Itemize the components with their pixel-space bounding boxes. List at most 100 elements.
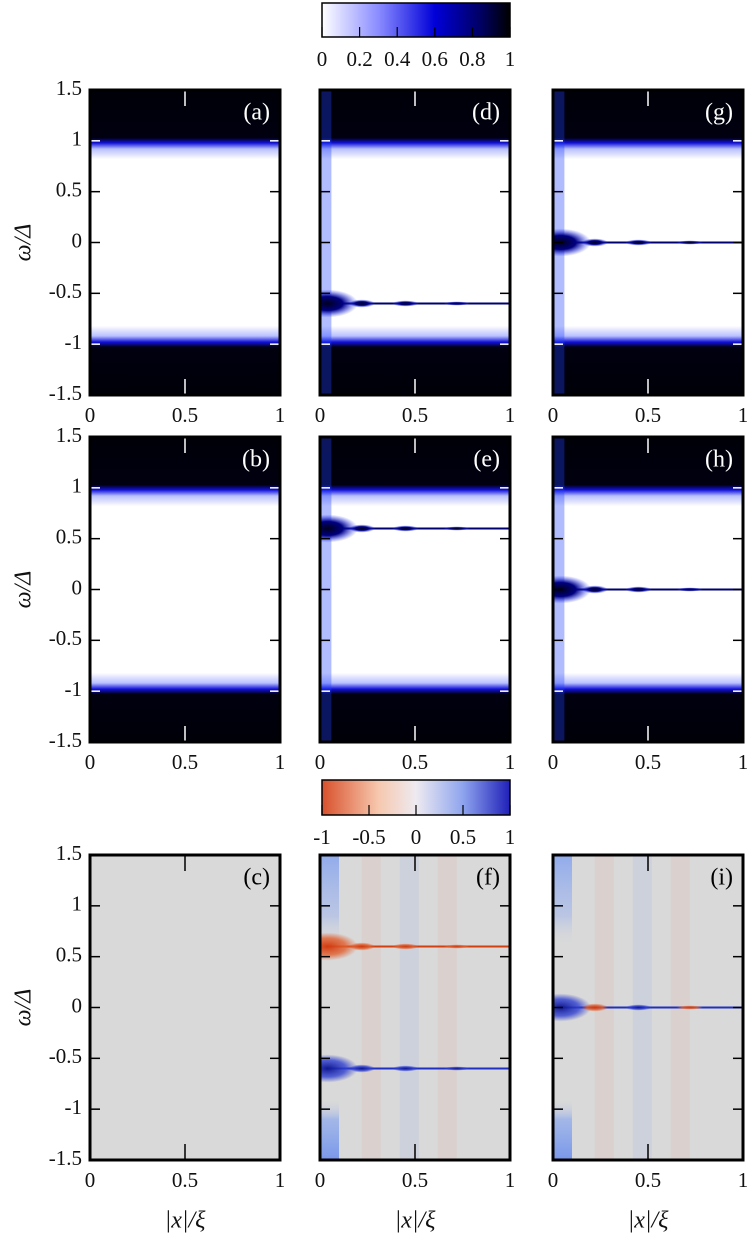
bound-state-lobe [392, 943, 419, 950]
colorbar-tick-label: -0.5 [352, 825, 385, 849]
density-background [320, 90, 510, 395]
y-tick-label: -1 [65, 330, 83, 354]
bound-state-lobe [625, 1004, 652, 1011]
x-tick-label: 0.5 [402, 403, 428, 427]
x-tick-label: 0 [315, 1168, 326, 1192]
bound-state-lobe [443, 944, 471, 949]
panel: -1.5 -1 -0.5 0 0.5 1 1.5 0 0.5 1 (b) ω/Δ [11, 423, 286, 774]
colorbar-tick-label: 0.5 [450, 825, 476, 849]
panel: -1.5 -1 -0.5 0 0.5 1 1.5 0 0.5 1 (c) ω/Δ |x|/ξ [11, 841, 286, 1234]
x-axis-label: |x|/ξ [165, 1208, 207, 1234]
panel-frame [551, 435, 745, 744]
panel-label: (d) [472, 100, 500, 126]
oscillation-stripe [361, 855, 381, 1160]
y-axis-label: ω/Δ [11, 989, 37, 1027]
bound-state-lobe [443, 301, 471, 306]
x-tick-label: 1 [275, 403, 286, 427]
y-axis-label: ω/Δ [11, 571, 37, 609]
y-tick-label: -1.5 [49, 1146, 82, 1170]
y-tick-label: -1.5 [49, 381, 82, 405]
y-tick-label: 0.5 [56, 524, 82, 548]
density-background [90, 437, 280, 742]
y-tick-label: 0 [72, 575, 83, 599]
panel-label: (e) [473, 447, 500, 473]
x-axis-label: |x|/ξ [628, 1208, 670, 1234]
colorbar-gradient [321, 2, 511, 38]
y-tick-label: -0.5 [49, 279, 82, 303]
y-tick-label: 0 [72, 993, 83, 1017]
x-tick-label: 0 [85, 403, 96, 427]
colorbar-tick-label: 1 [505, 47, 516, 71]
colorbar: -1 -0.5 0 0.5 1 [313, 779, 516, 849]
bound-state-lobe [581, 585, 609, 594]
panel: 0 0.5 1 (f) |x|/ξ [315, 853, 516, 1234]
panel: 0 0.5 1 (i) |x|/ξ [548, 853, 747, 1234]
heatmap [553, 437, 743, 742]
bound-state-lobe [392, 525, 419, 532]
y-axis-label: ω/Δ [11, 224, 37, 262]
heatmap [90, 855, 280, 1160]
panel: 0 0.5 1 (h) [548, 435, 747, 774]
oscillation-stripe [437, 855, 457, 1160]
x-axis-label: |x|/ξ [395, 1208, 437, 1234]
y-tick-label: 1 [72, 127, 83, 151]
x-tick-label: 0 [85, 750, 96, 774]
x-tick-label: 1 [275, 1168, 286, 1192]
panel-frame [318, 853, 512, 1162]
difference-background [90, 855, 280, 1160]
bound-state-lobe [443, 1066, 471, 1071]
bound-state-lobe [348, 1064, 376, 1073]
bound-state-lobe [581, 1003, 609, 1012]
y-tick-label: -1 [65, 1095, 83, 1119]
colorbar-tick-label: 0 [317, 47, 328, 71]
panel: 0 0.5 1 (d) [315, 88, 515, 427]
bound-state [553, 228, 591, 257]
bound-state [320, 932, 358, 961]
x-tick-label: 1 [505, 1168, 516, 1192]
colorbar-tick-label: 0 [411, 825, 422, 849]
x-tick-label: 0 [315, 403, 326, 427]
y-tick-label: 0.5 [56, 942, 82, 966]
x-tick-label: 0 [85, 1168, 96, 1192]
x-tick-label: 0 [315, 750, 326, 774]
bound-state [320, 1054, 358, 1083]
x-tick-label: 1 [275, 750, 286, 774]
x-tick-label: 0.5 [635, 403, 661, 427]
x-tick-label: 1 [738, 750, 747, 774]
x-tick-label: 0.5 [172, 1168, 198, 1192]
x-tick-label: 0.5 [635, 750, 661, 774]
panel-label: (a) [243, 100, 270, 126]
bound-state [553, 575, 591, 604]
y-tick-label: 0 [72, 228, 83, 252]
panel-label: (i) [710, 865, 733, 891]
colorbar-tick-label: 1 [505, 825, 516, 849]
colorbar: 0 0.2 0.4 0.6 0.8 1 [317, 2, 516, 71]
y-tick-label: 1 [72, 474, 83, 498]
heatmap [553, 855, 743, 1160]
panel-label: (f) [476, 865, 500, 891]
colorbar-tick-label: 0.8 [459, 47, 485, 71]
y-tick-label: 1.5 [56, 841, 82, 865]
panel-label: (c) [243, 865, 270, 891]
panel-label: (g) [705, 100, 733, 126]
x-tick-label: 0.5 [635, 1168, 661, 1192]
bound-state [320, 514, 358, 543]
bound-state-lobe [676, 587, 704, 592]
y-tick-label: 1 [72, 892, 83, 916]
bound-state-lobe [581, 238, 609, 247]
y-tick-label: 1.5 [56, 76, 82, 100]
y-tick-label: 0.5 [56, 177, 82, 201]
bound-state-lobe [676, 1005, 704, 1010]
panel-label: (h) [705, 447, 733, 473]
panel-frame [318, 435, 512, 744]
bound-state [320, 289, 358, 318]
panel-frame [318, 88, 512, 397]
y-tick-label: -1.5 [49, 728, 82, 752]
colorbar-tick-label: -1 [313, 825, 331, 849]
x-tick-label: 1 [738, 403, 747, 427]
panel-frame [88, 853, 282, 1162]
bound-state-lobe [348, 942, 376, 951]
x-tick-label: 1 [738, 1168, 747, 1192]
